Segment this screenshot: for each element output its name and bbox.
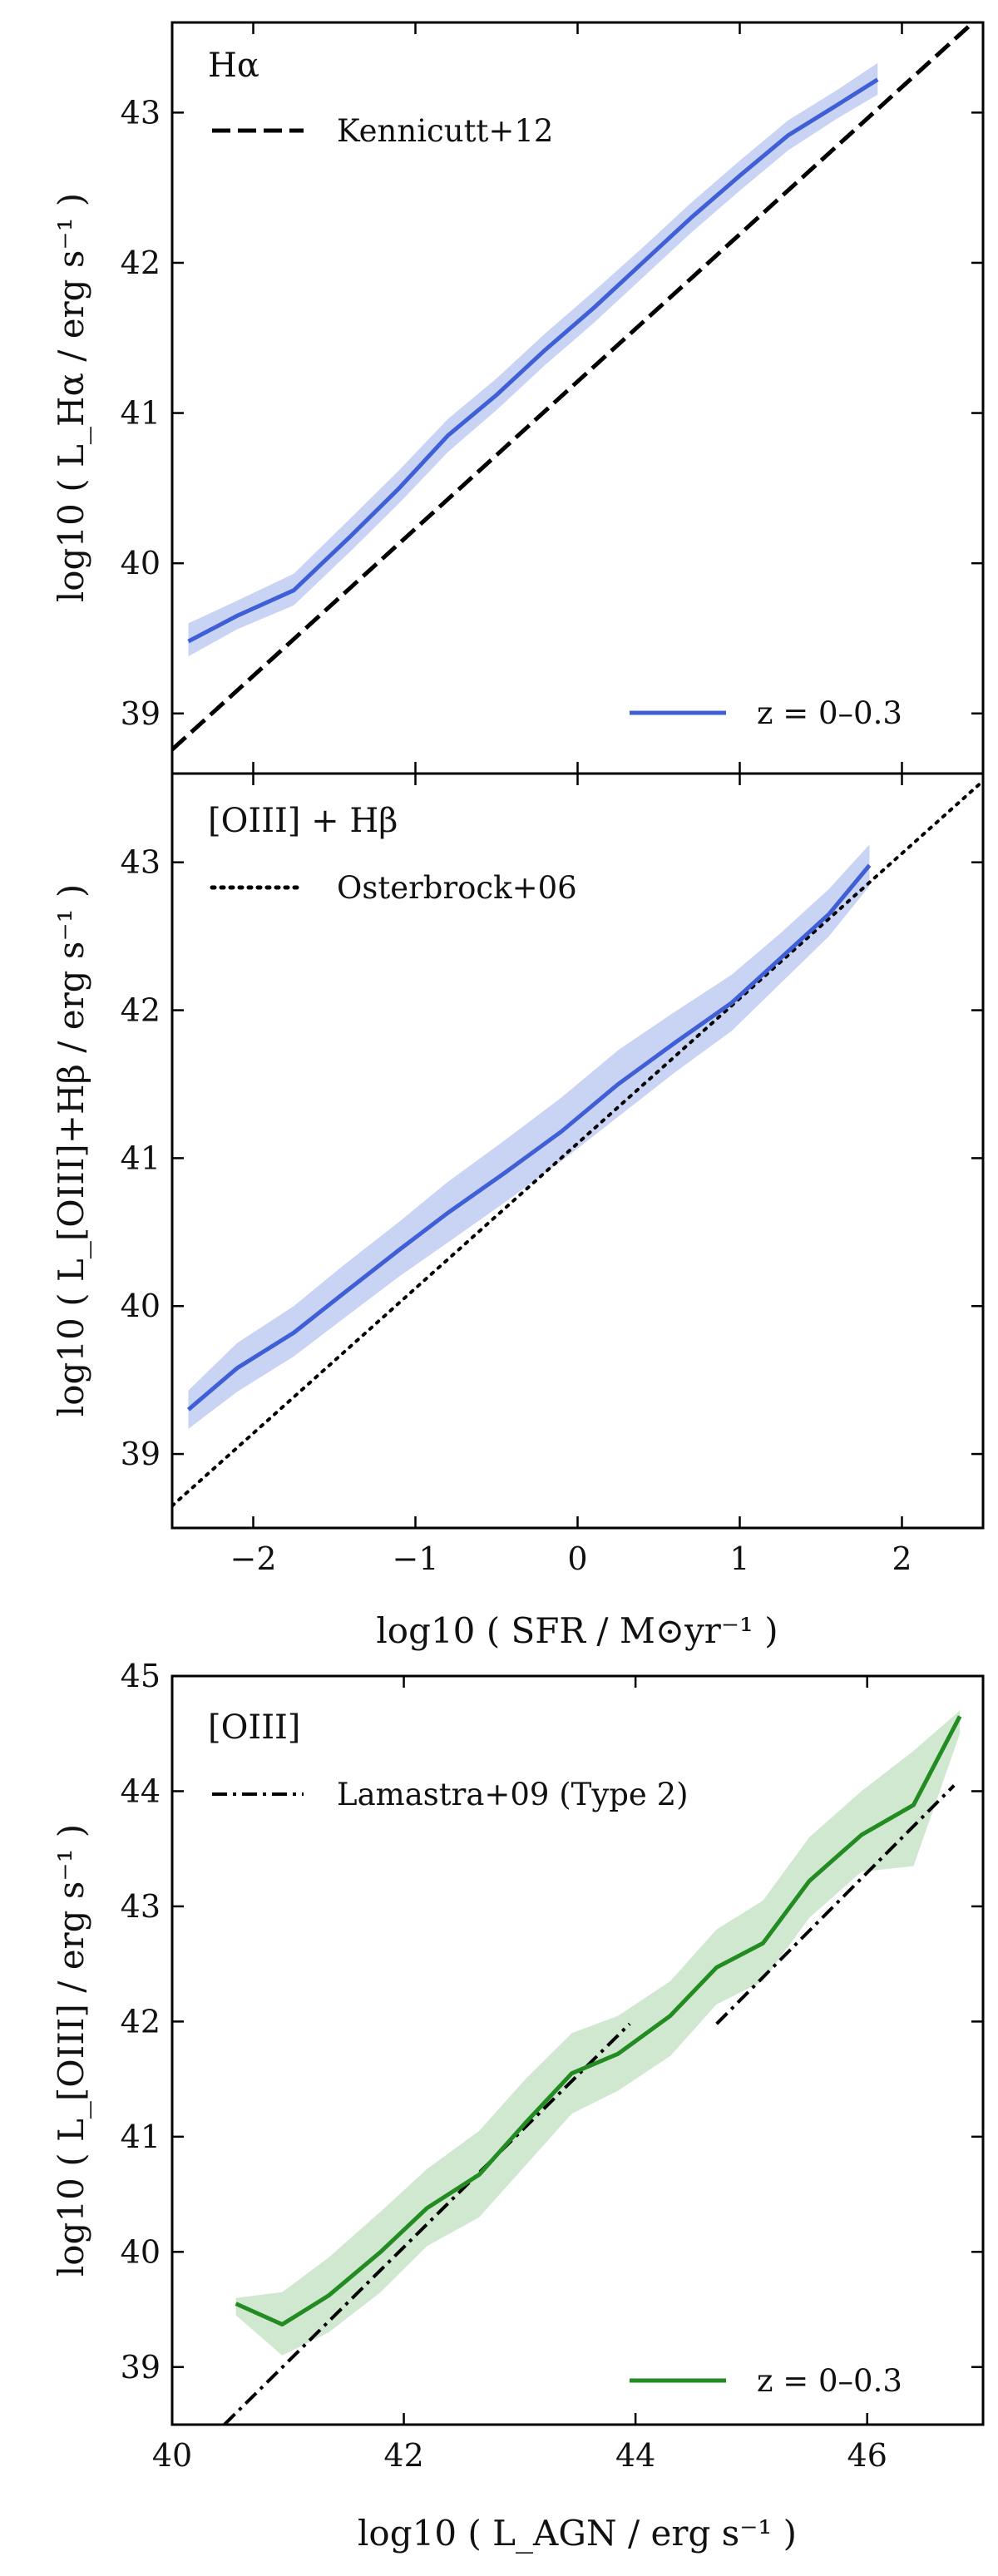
- median-line: [186, 863, 872, 1412]
- panel-oiii-hbeta: −2 −1 0 1 2 39 40 41 42 43 [OIII] + Hβ Osterbrock…: [51, 772, 985, 1651]
- panel-oiii-agn: 40 42 44 46 39 40 41 42 43 44 45 [OIII] Lamastra+0…: [51, 1658, 985, 2554]
- x-tick-label: −2: [230, 1540, 276, 1577]
- oiii-hbeta-median-line: [186, 863, 872, 1412]
- reference-line: [715, 1784, 956, 2025]
- y-tick-label: 44: [121, 1773, 161, 1809]
- halpha-ticks: 39 40 41 42 43: [121, 22, 983, 774]
- y-tick-label: 43: [121, 1888, 161, 1925]
- oiii-hbeta-ticks: −2 −1 0 1 2 39 40 41 42 43: [121, 774, 983, 1577]
- osterbrock-reference-line: [172, 779, 983, 1508]
- y-tick-label: 40: [121, 1288, 161, 1324]
- y-tick-label: 42: [121, 2003, 161, 2040]
- oiii-hbeta-panel-label: [OIII] + Hβ: [208, 802, 398, 840]
- agn-xlabel: log10 ( L_AGN / erg s⁻¹ ): [358, 2513, 797, 2554]
- x-tick-label: 1: [729, 1540, 749, 1577]
- median-line: [187, 77, 879, 644]
- y-tick-label: 41: [121, 2119, 161, 2155]
- x-tick-label: 2: [892, 1540, 912, 1577]
- halpha-median-line: [187, 77, 879, 644]
- x-tick-label: 42: [383, 2437, 423, 2474]
- reference-line: [172, 779, 983, 1508]
- panel-halpha: 39 40 41 42 43 Hα Kennicutt+12 z = 0–0.3 log…: [51, 21, 985, 775]
- y-tick-label: 39: [121, 2349, 161, 2386]
- sfr-xlabel: log10 ( SFR / M⊙yr⁻¹ ): [376, 1610, 778, 1651]
- halpha-legend-z-label: z = 0–0.3: [757, 695, 902, 731]
- oiii-agn-axes-frame: [170, 1674, 985, 2426]
- y-tick-label: 43: [121, 94, 161, 131]
- oiii-agn-legend-z-label: z = 0–0.3: [757, 2363, 902, 2399]
- kennicutt-reference-line: [172, 22, 976, 751]
- oiii-hbeta-uncertainty-band: [188, 844, 870, 1429]
- median-line: [235, 1715, 962, 2327]
- halpha-ylabel: log10 ( L_Hα / erg s⁻¹ ): [51, 193, 91, 602]
- y-tick-label: 40: [121, 545, 161, 581]
- y-tick-label: 41: [121, 395, 161, 432]
- x-tick-label: 40: [152, 2437, 192, 2474]
- reference-line: [172, 22, 976, 751]
- halpha-legend-kennicutt-label: Kennicutt+12: [337, 113, 553, 149]
- oiii-agn-legend-lamastra-label: Lamastra+09 (Type 2): [337, 1777, 689, 1812]
- oiii-hbeta-ylabel: log10 ( L_[OIII]+Hβ / erg s⁻¹ ): [51, 884, 91, 1417]
- oiii-agn-median-line: [235, 1715, 962, 2327]
- reference-line: [223, 2022, 631, 2425]
- y-tick-label: 42: [121, 992, 161, 1029]
- halpha-axes-frame: [170, 21, 985, 775]
- y-tick-label: 42: [121, 245, 161, 281]
- y-tick-label: 39: [121, 695, 161, 732]
- x-tick-label: 0: [567, 1540, 587, 1577]
- x-tick-label: 46: [847, 2437, 887, 2474]
- halpha-panel-label: Hα: [208, 47, 259, 85]
- oiii-agn-ticks: 40 42 44 46 39 40 41 42 43 44 45: [121, 1658, 983, 2474]
- oiii-hbeta-axes-frame: [170, 772, 985, 1530]
- lamastra-reference-line: [223, 1784, 956, 2425]
- oiii-agn-uncertainty-band: [235, 1710, 961, 2356]
- y-tick-label: 40: [121, 2233, 161, 2270]
- y-tick-label: 45: [121, 1658, 161, 1694]
- y-tick-label: 39: [121, 1436, 161, 1472]
- oiii-agn-ylabel: log10 ( L_[OIII] / erg s⁻¹ ): [51, 1824, 91, 2277]
- uncertainty-band: [235, 1710, 961, 2356]
- x-tick-label: −1: [392, 1540, 438, 1577]
- y-tick-label: 43: [121, 844, 161, 881]
- uncertainty-band: [188, 844, 870, 1429]
- oiii-hbeta-legend-osterbrock-label: Osterbrock+06: [337, 870, 577, 906]
- y-tick-label: 41: [121, 1140, 161, 1176]
- x-tick-label: 44: [615, 2437, 655, 2474]
- oiii-agn-panel-label: [OIII]: [208, 1708, 300, 1747]
